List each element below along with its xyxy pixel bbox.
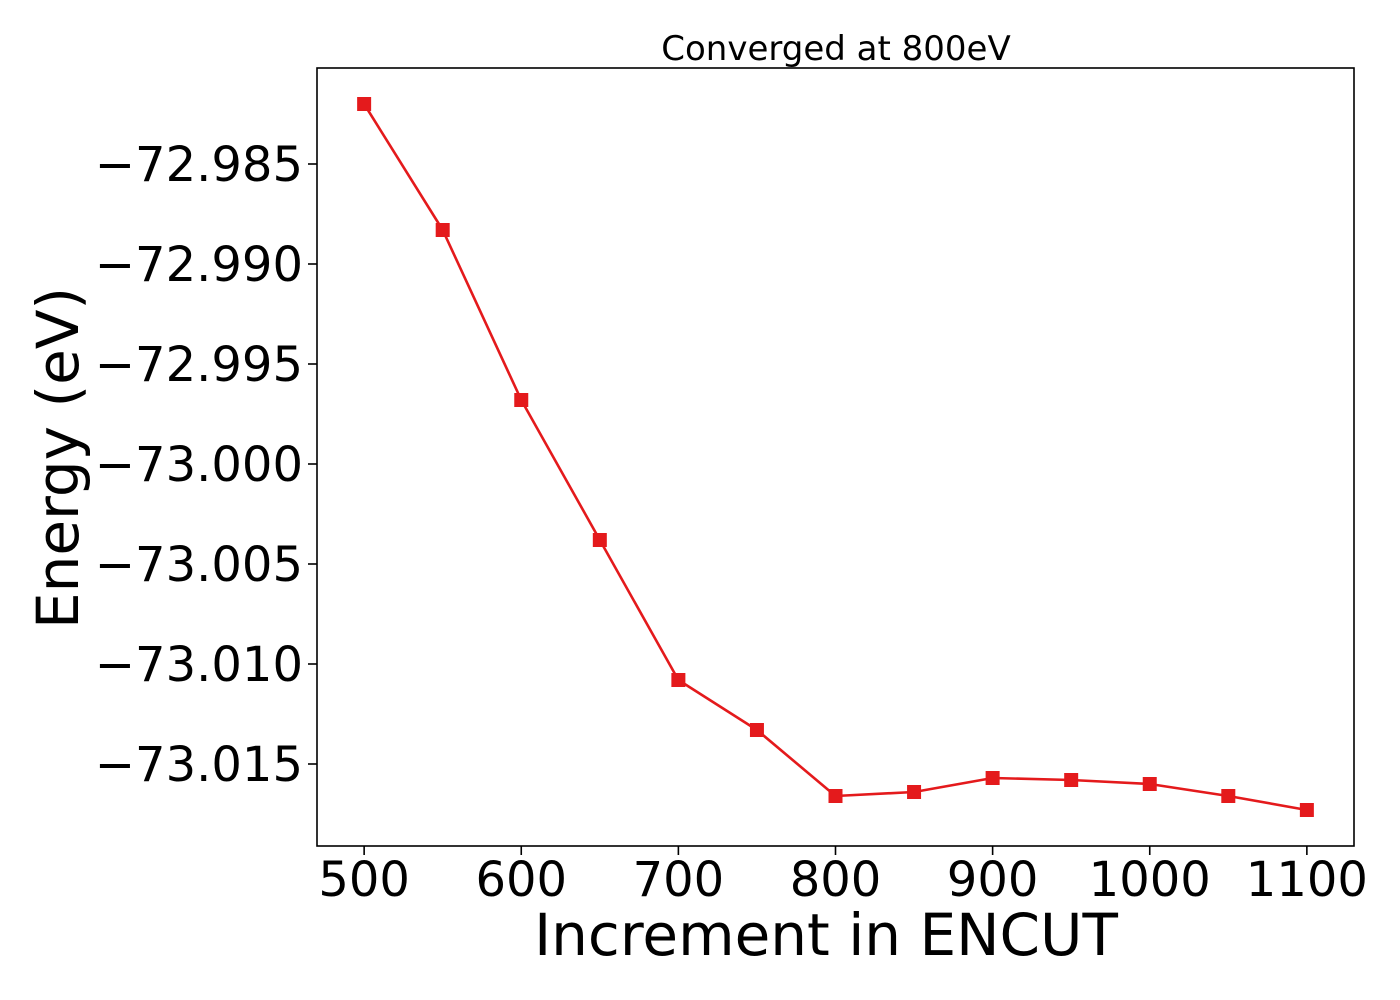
y-tick-label: −73.010: [95, 637, 303, 693]
x-axis-label: Increment in ENCUT: [534, 901, 1118, 969]
data-point: [592, 533, 607, 547]
data-point: [1221, 789, 1236, 803]
y-tick-label: −73.005: [95, 537, 303, 593]
data-point: [357, 97, 372, 111]
x-tick-label: 600: [475, 852, 567, 908]
x-tick-label: 500: [318, 852, 410, 908]
y-tick-label: −73.000: [95, 437, 303, 493]
data-point: [1299, 803, 1314, 817]
data-point: [514, 393, 529, 407]
y-axis-ticks: −72.985 −72.990 −72.995 −73.000 −73.005 −73.0…: [95, 137, 317, 793]
chart-title: Converged at 800eV: [661, 29, 1010, 69]
y-tick-label: −72.995: [95, 337, 303, 393]
series-layer: [357, 97, 1314, 817]
x-tick-label: 800: [790, 852, 882, 908]
plot-area-frame: [316, 67, 1355, 847]
y-tick-label: −72.990: [95, 237, 303, 293]
x-tick-label: 700: [633, 852, 725, 908]
series-line: [363, 103, 1308, 812]
x-tick-label: 1000: [1089, 852, 1211, 908]
y-axis-label: Energy (eV): [24, 287, 92, 629]
y-tick-label: −73.015: [95, 737, 303, 793]
data-point: [1064, 773, 1079, 787]
x-axis-ticks: 500 600 700 800 900 1000 1100: [318, 846, 1368, 908]
data-point: [907, 785, 922, 799]
data-point: [671, 673, 686, 687]
data-point: [1142, 777, 1157, 791]
data-point: [828, 789, 843, 803]
x-tick-label: 900: [947, 852, 1039, 908]
y-tick-label: −72.985: [95, 137, 303, 193]
data-point: [749, 723, 764, 737]
data-point: [435, 223, 450, 237]
data-point: [985, 771, 1000, 785]
x-tick-label: 1100: [1246, 852, 1368, 908]
